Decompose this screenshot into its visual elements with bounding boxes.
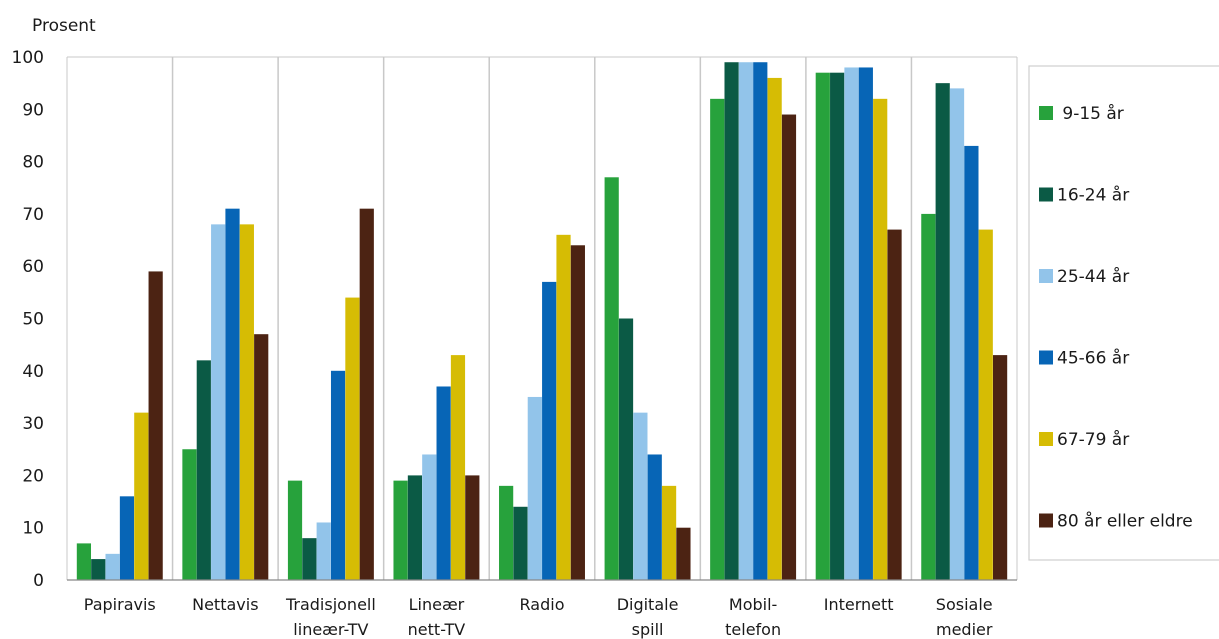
y-tick-label: 100 (12, 48, 44, 68)
bar (287, 480, 303, 580)
y-tick-label: 70 (22, 205, 44, 225)
bar (119, 496, 135, 580)
x-tick-label: Tradisjonell (285, 595, 376, 614)
x-tick-label: Mobil- (729, 595, 777, 614)
bar (815, 72, 830, 580)
bar (633, 412, 648, 580)
y-tick-label: 10 (22, 519, 44, 539)
y-axis-title: Prosent (32, 16, 96, 36)
legend-swatch (1039, 513, 1053, 528)
bar (345, 297, 360, 580)
legend-swatch (1039, 432, 1053, 446)
y-tick-label: 50 (22, 310, 44, 330)
legend-swatch (1039, 187, 1053, 202)
bar (570, 245, 585, 580)
y-tick-label: 30 (22, 414, 44, 434)
bar (527, 396, 542, 580)
x-tick-label: Internett (824, 595, 894, 614)
bar (873, 98, 888, 580)
legend-label: 9-15 år (1057, 103, 1124, 124)
x-tick-label: medier (936, 620, 993, 639)
legend-label: 25-44 år (1057, 266, 1129, 287)
bar (105, 553, 120, 580)
bar (753, 62, 768, 581)
legend-label: 45-66 år (1057, 348, 1129, 369)
bar (604, 177, 619, 581)
bar (330, 370, 346, 580)
bar (196, 360, 211, 580)
bar (618, 318, 634, 580)
y-tick-label: 0 (33, 571, 44, 591)
bar (316, 522, 331, 580)
bar (499, 485, 514, 580)
bar (710, 98, 725, 580)
bar (422, 454, 437, 580)
bar (407, 475, 423, 580)
bar (887, 229, 902, 580)
y-tick-label: 20 (22, 466, 44, 486)
bar (844, 67, 859, 580)
x-tick-label: Sosiale (936, 595, 993, 614)
x-tick-label: lineær-TV (293, 620, 368, 639)
bar (724, 62, 739, 581)
bar (148, 271, 163, 580)
legend-border (1028, 65, 1219, 561)
x-tick-label: Digitale (617, 595, 679, 614)
bar (542, 281, 557, 580)
bar (465, 475, 480, 580)
x-tick-label: Nettavis (192, 595, 258, 614)
bar (781, 114, 797, 580)
bar (676, 527, 691, 580)
legend-label: 16-24 år (1057, 185, 1129, 206)
y-tick-label: 80 (22, 153, 44, 173)
bar (921, 213, 936, 580)
bar (978, 229, 993, 580)
legend: 9-15 år 16-24 år 25-44 år 45-66 år 67-79 år 8… (1028, 65, 1219, 561)
bar (992, 355, 1008, 580)
bar (949, 88, 965, 580)
plot-area: 0 10 20 30 40 50 60 70 80 90 100 Papiravis Nettavis T… (12, 48, 1018, 639)
bar (393, 480, 408, 580)
x-tick-label: telefon (725, 620, 781, 639)
x-tick-label: Radio (520, 595, 565, 614)
bar (225, 208, 240, 581)
x-tick-label: Papiravis (84, 595, 156, 614)
x-tick-label: Lineær (409, 595, 465, 614)
bar (830, 72, 845, 580)
bar (182, 449, 197, 580)
bar (359, 208, 374, 581)
y-tick-label: 90 (22, 100, 44, 120)
bar (91, 559, 106, 580)
bar (513, 506, 528, 580)
x-tick-label: nett-TV (408, 620, 466, 639)
bar (211, 224, 226, 581)
bar (239, 224, 254, 581)
bar (450, 355, 466, 580)
bar (661, 485, 677, 580)
bar (436, 386, 451, 580)
bar (858, 67, 873, 580)
bar (134, 412, 149, 580)
x-tick-label: spill (632, 620, 664, 639)
bar (935, 83, 950, 581)
bar (964, 145, 979, 580)
bar (647, 454, 662, 580)
legend-swatch (1039, 269, 1053, 283)
bar (556, 234, 571, 580)
bar (767, 77, 782, 581)
legend-label: 67-79 år (1057, 429, 1129, 450)
bar (302, 538, 317, 580)
legend-swatch (1039, 350, 1053, 365)
bar (738, 62, 754, 581)
legend-swatch (1039, 106, 1053, 120)
bar (254, 334, 269, 580)
legend-label: 80 år eller eldre (1057, 511, 1193, 532)
bar (76, 543, 92, 580)
y-tick-label: 60 (22, 257, 44, 277)
y-tick-label: 40 (22, 362, 44, 382)
